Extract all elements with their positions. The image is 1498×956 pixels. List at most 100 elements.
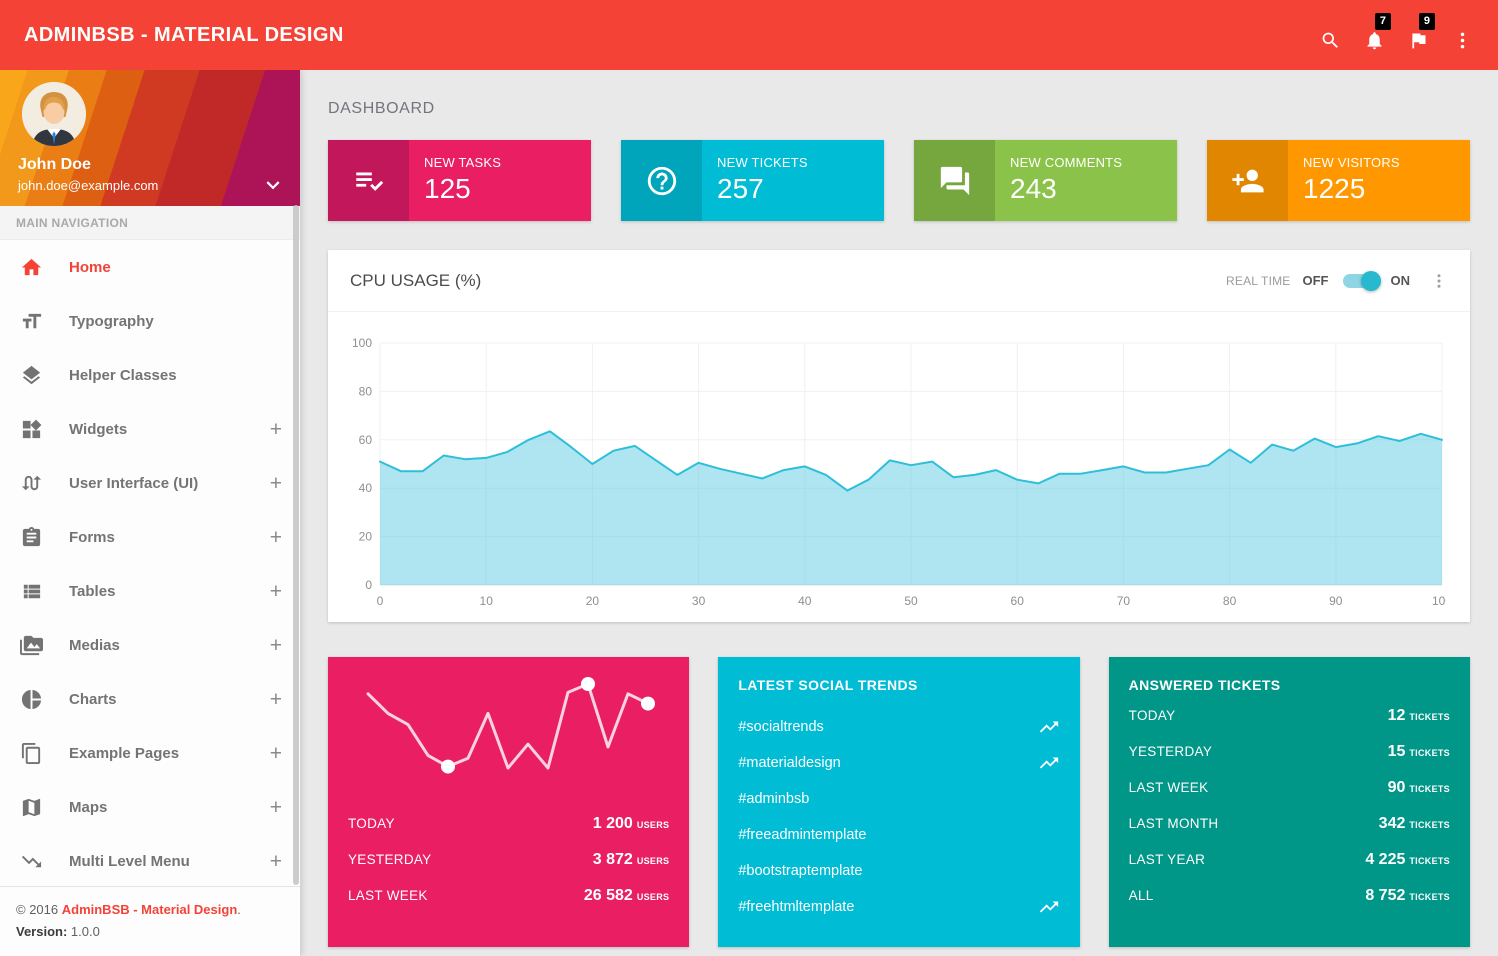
sidebar-scrollbar[interactable] — [293, 205, 299, 885]
sidebar-item-label: Home — [69, 258, 111, 276]
playlist-check-icon — [355, 172, 383, 191]
ticket-unit: TICKETS — [1409, 820, 1450, 830]
ticket-label: LAST MONTH — [1128, 816, 1219, 831]
main-content: DASHBOARD NEW TASKS 125 NEW TICKETS 257 — [300, 70, 1498, 956]
ticket-label: ALL — [1128, 888, 1154, 903]
layers-icon — [20, 364, 43, 387]
page-title: DASHBOARD — [328, 100, 435, 117]
cpu-usage-card: CPU USAGE (%) REAL TIME OFF ON 0 20 40 60 80… — [328, 250, 1470, 622]
nav-section-label: MAIN NAVIGATION — [0, 206, 300, 240]
user-email: john.doe@example.com — [18, 178, 159, 193]
expand-plus-icon[interactable]: + — [269, 579, 282, 603]
sidebar-item-user-interface[interactable]: User Interface (UI) + — [0, 456, 300, 510]
sidebar-item-label: Medias — [69, 636, 120, 654]
notifications-button[interactable]: 7 — [1352, 11, 1396, 59]
user-menu-toggle[interactable] — [260, 172, 286, 198]
avatar[interactable] — [22, 82, 86, 146]
svg-text:60: 60 — [1011, 594, 1025, 608]
info-box-value: 125 — [424, 173, 471, 204]
expand-plus-icon[interactable]: + — [269, 795, 282, 819]
expand-plus-icon[interactable]: + — [269, 633, 282, 657]
sidebar: John Doe john.doe@example.com MAIN NAVIG… — [0, 70, 300, 956]
sidebar-item-tables[interactable]: Tables + — [0, 564, 300, 618]
sidebar-item-multi-level-menu[interactable]: Multi Level Menu + — [0, 834, 300, 888]
sidebar-item-medias[interactable]: Medias + — [0, 618, 300, 672]
sidebar-item-maps[interactable]: Maps + — [0, 780, 300, 834]
sidebar-item-label: Helper Classes — [69, 366, 177, 384]
sidebar-item-label: Tables — [69, 582, 116, 600]
expand-plus-icon[interactable]: + — [269, 687, 282, 711]
forum-icon — [940, 166, 969, 195]
info-box-new-comments[interactable]: NEW COMMENTS 243 — [914, 140, 1177, 221]
trending-down-icon — [20, 850, 43, 873]
typography-icon — [20, 310, 43, 333]
svg-text:60: 60 — [359, 433, 373, 447]
realtime-toggle[interactable] — [1342, 270, 1381, 291]
svg-text:100: 100 — [352, 336, 372, 350]
sidebar-item-helper-classes[interactable]: Helper Classes — [0, 348, 300, 402]
cpu-card-menu-button[interactable] — [1430, 271, 1448, 291]
sidebar-item-label: Forms — [69, 528, 115, 546]
expand-plus-icon[interactable]: + — [269, 849, 282, 873]
info-box-label: NEW COMMENTS — [1010, 155, 1123, 170]
sidebar-menu: Home Typography Helper Classes Widgets +… — [0, 240, 300, 888]
search-button[interactable] — [1308, 11, 1352, 59]
sidebar-item-example-pages[interactable]: Example Pages + — [0, 726, 300, 780]
bottom-card-row: TODAY 1 200 USERS YESTERDAY 3 872 USERS … — [328, 657, 1470, 947]
ticket-unit: TICKETS — [1409, 856, 1450, 866]
header-menu-button[interactable] — [1440, 11, 1484, 59]
flags-button[interactable]: 9 — [1396, 11, 1440, 59]
trend-item[interactable]: #materialdesign — [738, 745, 1059, 781]
expand-plus-icon[interactable]: + — [269, 525, 282, 549]
sidebar-item-typography[interactable]: Typography — [0, 294, 300, 348]
info-box-label: NEW VISITORS — [1303, 155, 1400, 170]
sidebar-item-label: Maps — [69, 798, 108, 816]
toggle-off-label: OFF — [1302, 273, 1329, 288]
info-box-new-tasks[interactable]: NEW TASKS 125 — [328, 140, 591, 221]
trend-item[interactable]: #adminbsb — [738, 781, 1059, 817]
sidebar-item-home[interactable]: Home — [0, 240, 300, 294]
stat-value: 26 582 — [583, 887, 633, 904]
trend-item[interactable]: #socialtrends — [738, 709, 1059, 745]
kebab-icon — [1460, 32, 1464, 49]
info-box-new-visitors[interactable]: NEW VISITORS 1225 — [1207, 140, 1470, 221]
app-title: ADMINBSB - MATERIAL DESIGN — [24, 23, 344, 46]
toggle-on-label: ON — [1390, 273, 1411, 288]
ticket-label: TODAY — [1128, 708, 1176, 723]
trend-item[interactable]: #bootstraptemplate — [738, 853, 1059, 889]
media-icon — [20, 634, 43, 657]
pie-chart-icon — [20, 688, 43, 711]
svg-text:80: 80 — [1223, 594, 1237, 608]
sidebar-item-widgets[interactable]: Widgets + — [0, 402, 300, 456]
chevron-down-icon — [266, 181, 280, 190]
sidebar-item-label: Widgets — [69, 420, 128, 438]
trend-item[interactable]: #freehtmltemplate — [738, 889, 1059, 925]
stat-value: 1 200 — [592, 815, 633, 832]
flag-icon — [1411, 33, 1425, 49]
trend-item[interactable]: #freeadmintemplate — [738, 817, 1059, 853]
svg-text:10: 10 — [480, 594, 494, 608]
answered-tickets-title: ANSWERED TICKETS — [1128, 677, 1281, 693]
ticket-value: 8 752 — [1365, 887, 1406, 904]
svg-text:100: 100 — [1432, 594, 1446, 608]
expand-plus-icon[interactable]: + — [269, 417, 282, 441]
cpu-usage-chart: 0 20 40 60 80 100 0 10 20 30 40 50 60 70 80 90 100 — [352, 336, 1446, 608]
expand-plus-icon[interactable]: + — [269, 741, 282, 765]
brand-link[interactable]: AdminBSB - Material Design — [61, 902, 238, 917]
sidebar-item-label: Charts — [69, 690, 117, 708]
copyright-text: © 2016 — [16, 902, 62, 917]
svg-text:20: 20 — [359, 530, 373, 544]
answered-tickets-card: ANSWERED TICKETS TODAY 12 TICKETS YESTER… — [1108, 657, 1470, 947]
expand-plus-icon[interactable]: + — [269, 471, 282, 495]
sidebar-item-label: Typography — [69, 312, 154, 330]
header-icon-group: 7 9 — [1308, 11, 1484, 59]
info-box-new-tickets[interactable]: NEW TICKETS 257 — [621, 140, 884, 221]
sidebar-item-charts[interactable]: Charts + — [0, 672, 300, 726]
stat-unit: USERS — [636, 892, 670, 902]
stat-label: LAST WEEK — [348, 888, 428, 903]
svg-text:20: 20 — [586, 594, 600, 608]
sidebar-item-forms[interactable]: Forms + — [0, 510, 300, 564]
swap-calls-icon — [20, 472, 43, 495]
app-header: ADMINBSB - MATERIAL DESIGN 7 9 — [0, 0, 1498, 70]
trending-up-icon — [1039, 757, 1058, 769]
